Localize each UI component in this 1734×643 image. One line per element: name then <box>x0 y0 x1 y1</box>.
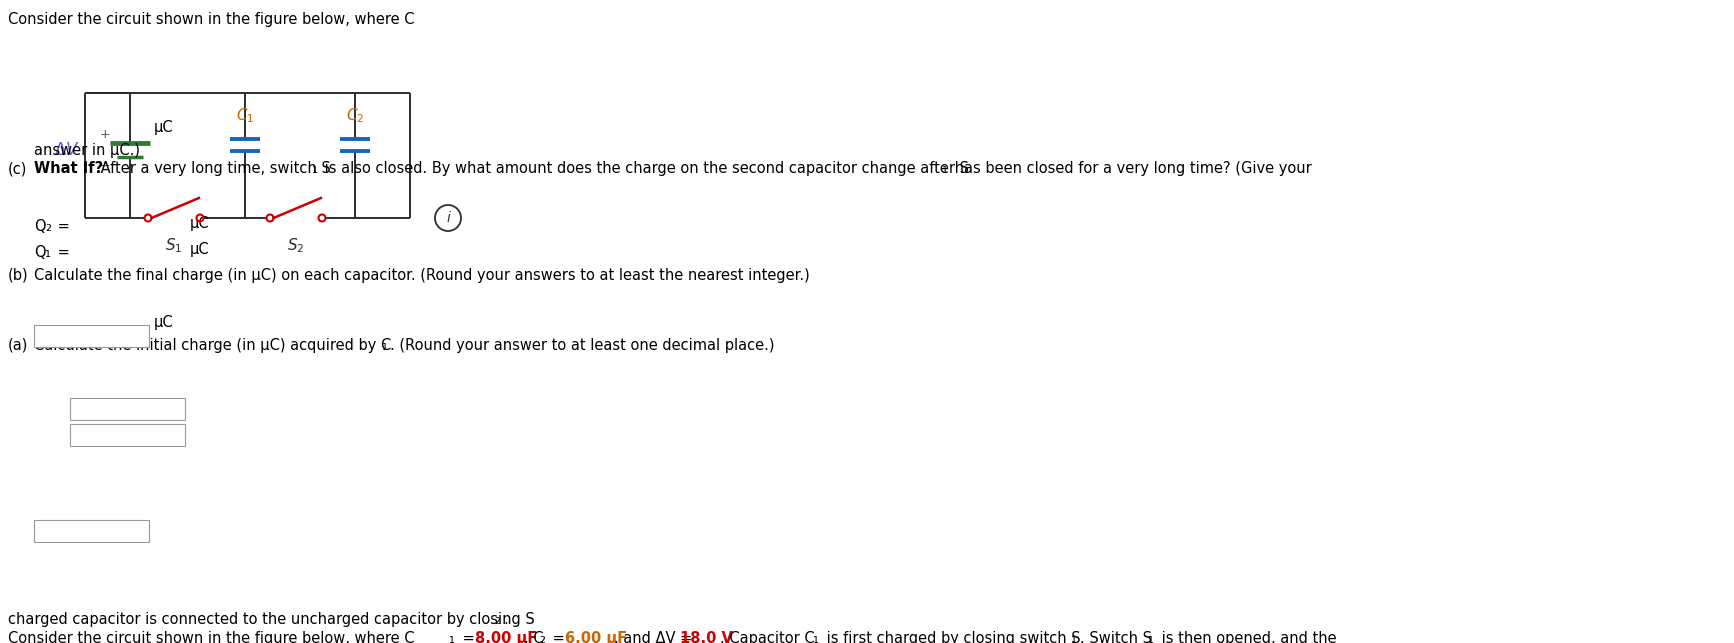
Text: $\mathit{\Delta V}$: $\mathit{\Delta V}$ <box>54 141 80 159</box>
Text: What If?: What If? <box>35 161 104 176</box>
Text: , and ΔV =: , and ΔV = <box>614 631 697 643</box>
Text: ₁: ₁ <box>449 631 454 643</box>
Text: (a): (a) <box>9 338 28 353</box>
Text: −: − <box>101 159 111 172</box>
Text: 6.00 μF: 6.00 μF <box>565 631 628 643</box>
Text: Consider the circuit shown in the figure below, where C: Consider the circuit shown in the figure… <box>9 12 414 27</box>
Text: Q: Q <box>35 245 45 260</box>
Text: . (Round your answer to at least one decimal place.): . (Round your answer to at least one dec… <box>390 338 775 353</box>
Text: is first charged by closing switch S: is first charged by closing switch S <box>822 631 1080 643</box>
Text: .: . <box>503 612 508 627</box>
Text: +: + <box>99 129 111 141</box>
Text: $C_2$: $C_2$ <box>345 106 364 125</box>
Text: μC: μC <box>191 242 210 257</box>
Text: ₁: ₁ <box>312 161 317 176</box>
Text: ₁: ₁ <box>813 631 818 643</box>
Text: Consider the circuit shown in the figure below, where C: Consider the circuit shown in the figure… <box>9 631 414 643</box>
Text: ₂: ₂ <box>45 219 50 234</box>
Text: ₁: ₁ <box>381 338 388 353</box>
Bar <box>35 325 149 347</box>
Text: , C: , C <box>524 631 543 643</box>
Text: answer in μC.): answer in μC.) <box>35 143 140 158</box>
Bar <box>69 398 186 420</box>
Text: (b): (b) <box>9 268 29 283</box>
Text: $C_1$: $C_1$ <box>236 106 255 125</box>
Text: 18.0 V: 18.0 V <box>680 631 733 643</box>
Bar <box>69 424 186 446</box>
Text: i: i <box>446 211 449 225</box>
Text: ₁: ₁ <box>942 161 948 176</box>
Text: =: = <box>548 631 569 643</box>
Text: charged capacitor is connected to the uncharged capacitor by closing S: charged capacitor is connected to the un… <box>9 612 534 627</box>
Text: μC: μC <box>191 216 210 231</box>
Text: Calculate the final charge (in μC) on each capacitor. (Round your answers to at : Calculate the final charge (in μC) on ea… <box>35 268 810 283</box>
Text: =: = <box>54 219 69 234</box>
Text: $S_2$: $S_2$ <box>288 236 305 255</box>
Text: . Switch S: . Switch S <box>1080 631 1151 643</box>
Text: (c): (c) <box>9 161 28 176</box>
Text: =: = <box>54 245 69 260</box>
Text: μC: μC <box>154 315 173 330</box>
Text: $S_1$: $S_1$ <box>165 236 182 255</box>
Text: 8.00 μF: 8.00 μF <box>475 631 538 643</box>
Text: is then opened, and the: is then opened, and the <box>1157 631 1337 643</box>
Text: ₁: ₁ <box>45 245 50 260</box>
Text: Q: Q <box>35 219 45 234</box>
Text: After a very long time, switch S: After a very long time, switch S <box>95 161 331 176</box>
Text: μC: μC <box>154 120 173 135</box>
Text: is also closed. By what amount does the charge on the second capacitor change af: is also closed. By what amount does the … <box>321 161 969 176</box>
Text: ₂: ₂ <box>539 631 544 643</box>
Bar <box>35 520 149 542</box>
Text: ₁: ₁ <box>1072 631 1077 643</box>
Text: has been closed for a very long time? (Give your: has been closed for a very long time? (G… <box>950 161 1311 176</box>
Text: . Capacitor C: . Capacitor C <box>720 631 815 643</box>
Text: =: = <box>458 631 479 643</box>
Text: ₁: ₁ <box>1148 631 1153 643</box>
Text: Calculate the initial charge (in μC) acquired by C: Calculate the initial charge (in μC) acq… <box>35 338 392 353</box>
Text: ₂: ₂ <box>494 612 499 627</box>
